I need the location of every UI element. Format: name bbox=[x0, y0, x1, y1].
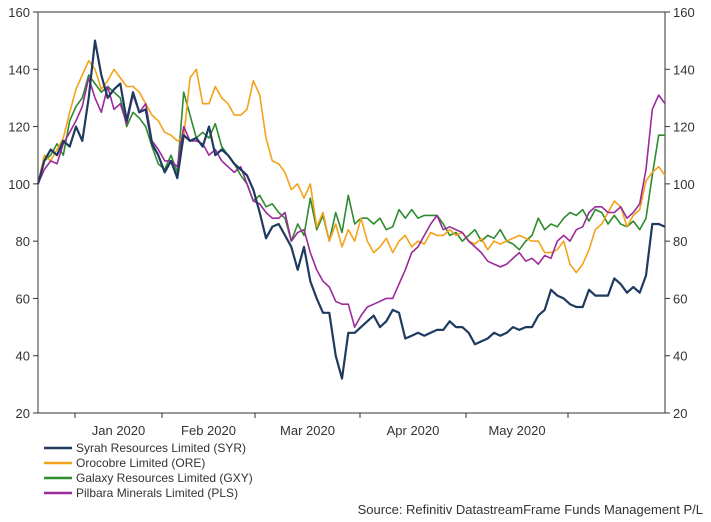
x-tick-label: Feb 2020 bbox=[181, 423, 236, 438]
legend-label: Galaxy Resources Limited (GXY) bbox=[76, 471, 253, 485]
y-tick-label-left: 60 bbox=[16, 291, 30, 306]
series-line-syr bbox=[36, 39, 666, 380]
source-note: Source: Refinitiv DatastreamFrame Funds … bbox=[358, 502, 703, 517]
y-tick-label-left: 20 bbox=[16, 406, 30, 421]
y-tick-label-right: 80 bbox=[673, 234, 687, 249]
legend-label: Syrah Resources Limited (SYR) bbox=[76, 441, 246, 455]
series-line-gxy bbox=[37, 74, 665, 251]
x-tick-label: Jan 2020 bbox=[92, 423, 146, 438]
y-tick-label-left: 80 bbox=[16, 234, 30, 249]
x-tick-label: Mar 2020 bbox=[280, 423, 335, 438]
y-tick-label-right: 100 bbox=[673, 177, 695, 192]
series-layer bbox=[36, 39, 666, 380]
legend-label: Orocobre Limited (ORE) bbox=[76, 456, 205, 470]
x-tick-label: May 2020 bbox=[488, 423, 545, 438]
y-tick-label-left: 140 bbox=[8, 62, 30, 77]
y-tick-label-left: 120 bbox=[8, 120, 30, 135]
y-tick-label-right: 140 bbox=[673, 62, 695, 77]
y-tick-label-left: 40 bbox=[16, 349, 30, 364]
y-tick-label-right: 40 bbox=[673, 349, 687, 364]
y-tick-label-right: 20 bbox=[673, 406, 687, 421]
y-tick-label-right: 120 bbox=[673, 120, 695, 135]
series-line-pls bbox=[37, 77, 666, 328]
y-tick-label-right: 60 bbox=[673, 291, 687, 306]
x-axis: Jan 2020 Feb 2020 Mar 2020 Apr 2020 May 2020 bbox=[74, 413, 569, 438]
y-tick-label-left: 160 bbox=[8, 5, 30, 20]
legend: Syrah Resources Limited (SYR)Orocobre Li… bbox=[44, 441, 253, 500]
plot-border bbox=[37, 11, 666, 414]
x-tick-label: Apr 2020 bbox=[387, 423, 440, 438]
plot-area bbox=[37, 11, 666, 414]
left-y-axis: 20 40 60 80 100 120 140 160 bbox=[8, 5, 38, 421]
right-y-axis: 20 40 60 80 100 120 140 160 bbox=[665, 5, 695, 421]
y-tick-label-left: 100 bbox=[8, 177, 30, 192]
y-tick-label-right: 160 bbox=[673, 5, 695, 20]
series-line-ore bbox=[37, 59, 666, 274]
legend-label: Pilbara Minerals Limited (PLS) bbox=[76, 486, 238, 500]
